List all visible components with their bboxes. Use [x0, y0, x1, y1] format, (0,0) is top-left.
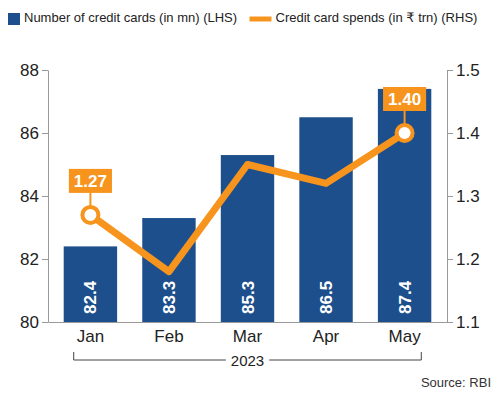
chart: 80 82 84 86 88 1.1 1.2 1.3 1.4 1.5 Jan Feb Mar Apr May… [0, 0, 499, 397]
tick-label: 1.3 [456, 187, 480, 206]
bar [378, 89, 431, 322]
tick: May [389, 322, 422, 346]
plot-area [64, 89, 432, 322]
tick: 84 [20, 187, 48, 206]
y-axis: 80 82 84 86 88 [20, 61, 48, 332]
data-labels: 82.4 83.3 85.3 86.5 87.4 1.27 1.40 [69, 87, 426, 314]
tick: 1.1 [447, 313, 480, 332]
marker [397, 125, 413, 141]
tick-label: 82 [20, 250, 39, 269]
tick-mark [447, 322, 453, 323]
tick: 80 [20, 313, 48, 332]
callout-line [404, 111, 406, 124]
line [90, 133, 404, 272]
bar [221, 155, 274, 322]
tick: Apr [313, 322, 340, 346]
tick-mark [447, 70, 453, 71]
tick-mark [42, 322, 48, 323]
callout-box [69, 169, 112, 193]
tick-mark [42, 259, 48, 260]
tick-label: 1.5 [456, 61, 480, 80]
tick-label: 88 [20, 61, 39, 80]
data-label: 82.4 [81, 280, 100, 314]
year-bracket: 2023 [74, 352, 422, 369]
axis-line [49, 322, 448, 323]
tick-label: Mar [233, 327, 263, 346]
legend-swatch [250, 17, 272, 22]
tick: Feb [154, 322, 183, 346]
bracket-line [421, 352, 422, 360]
tick-mark [447, 196, 453, 197]
tick-label: 86 [20, 124, 39, 143]
annotation: 2023 [231, 352, 264, 369]
data-label: 86.5 [317, 281, 336, 314]
tick-label: Feb [154, 327, 183, 346]
tick: 1.4 [447, 124, 480, 143]
data-label: 1.40 [388, 90, 421, 109]
bracket-line [73, 352, 74, 360]
marker [82, 207, 98, 223]
data-label: 87.4 [396, 280, 415, 314]
y2-axis: 1.1 1.2 1.3 1.4 1.5 [447, 61, 480, 332]
callout-line [89, 193, 91, 206]
data-label: 1.27 [74, 172, 107, 191]
tick: 1.5 [447, 61, 480, 80]
tick-label: Apr [313, 327, 340, 346]
bar [299, 117, 352, 322]
tick-mark [42, 70, 48, 71]
tick-label: Jan [77, 327, 104, 346]
tick-label: 1.2 [456, 250, 480, 269]
callout: 1.27 [69, 169, 112, 206]
tick: 86 [20, 124, 48, 143]
bracket-line [74, 360, 226, 361]
tick: 88 [20, 61, 48, 80]
tick: 1.3 [447, 187, 480, 206]
tick-mark [447, 259, 453, 260]
tick-label: 80 [20, 313, 39, 332]
tick-mark [42, 196, 48, 197]
tick-label: 1.1 [456, 313, 480, 332]
tick: Mar [233, 322, 263, 346]
legend-item: Number of credit cards (in mn) (LHS) [8, 10, 237, 25]
tick-label: May [389, 327, 422, 346]
tick: Jan [77, 322, 104, 346]
callout: 1.40 [383, 87, 426, 124]
tick: 1.2 [447, 250, 480, 269]
callout-box [383, 87, 426, 111]
tick-mark [447, 133, 453, 134]
tick-mark [42, 133, 48, 134]
data-label: 85.3 [239, 281, 258, 314]
legend-swatch [8, 13, 20, 25]
tick: 82 [20, 250, 48, 269]
x-axis: Jan Feb Mar Apr May [49, 322, 448, 346]
legend-label: Number of credit cards (in mn) (LHS) [24, 10, 237, 25]
source: Source: RBI [421, 375, 491, 390]
tick-label: 84 [20, 187, 39, 206]
data-label: 83.3 [160, 281, 179, 314]
legend-label: Credit card spends (in ₹ trn) (RHS) [276, 10, 478, 25]
bracket-line [269, 360, 421, 361]
bar [64, 246, 117, 322]
legend: Number of credit cards (in mn) (LHS) Cred… [8, 10, 477, 25]
axis-line [48, 71, 49, 323]
legend-item: Credit card spends (in ₹ trn) (RHS) [250, 10, 478, 25]
tick-label: 1.4 [456, 124, 480, 143]
